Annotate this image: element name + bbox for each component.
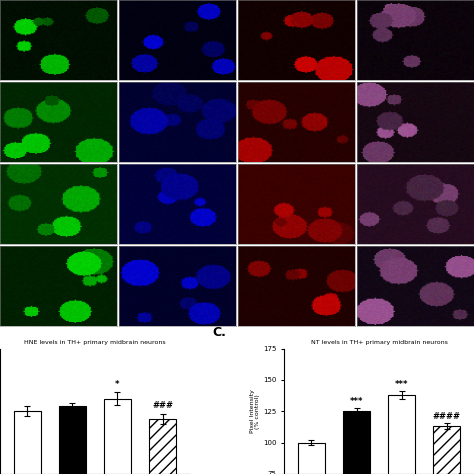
Text: ###: ### — [152, 401, 173, 410]
Text: C.: C. — [212, 326, 226, 339]
Title: HNE levels in TH+ primary midbrain neurons: HNE levels in TH+ primary midbrain neuro… — [24, 340, 165, 346]
Bar — [388, 395, 415, 474]
Text: *: * — [115, 380, 119, 389]
Text: ***: *** — [395, 380, 409, 389]
Bar — [298, 443, 325, 474]
Bar — [343, 411, 370, 474]
Text: ***: *** — [350, 397, 364, 406]
Bar — [433, 426, 460, 474]
Bar — [149, 419, 176, 474]
Bar — [59, 406, 86, 474]
Title: NT levels in TH+ primary midbrain neurons: NT levels in TH+ primary midbrain neuron… — [311, 340, 447, 346]
Y-axis label: Pixel Intensity
(% control): Pixel Intensity (% control) — [250, 389, 261, 433]
Bar — [104, 399, 131, 474]
Bar — [14, 411, 41, 474]
Text: ####: #### — [433, 412, 461, 421]
